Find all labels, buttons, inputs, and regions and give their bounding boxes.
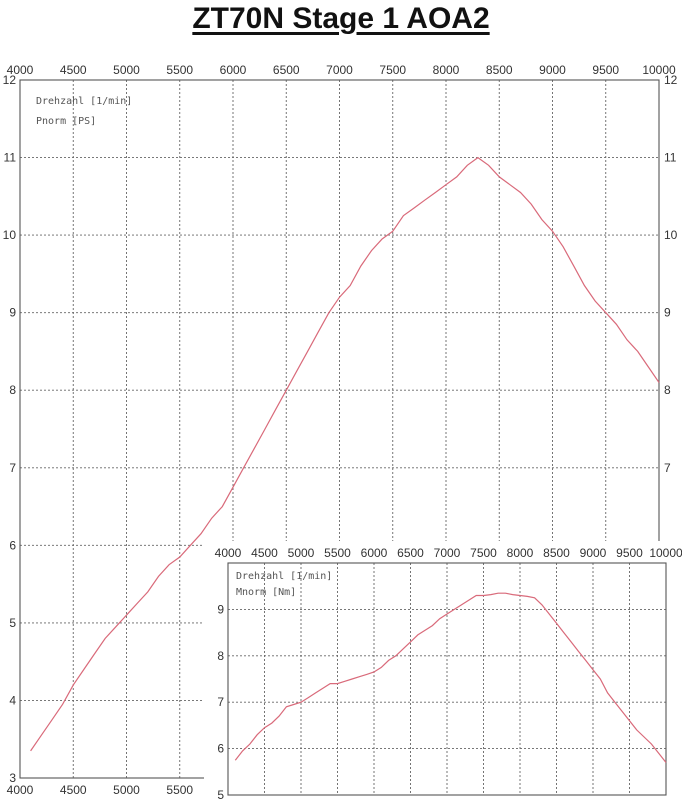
- y-tick-label: 8: [217, 649, 224, 663]
- x-tick-label: 4500: [60, 63, 87, 77]
- y-tick-label: 9: [664, 306, 671, 320]
- y-tick-label: 10: [664, 228, 678, 242]
- torque-chart: 4000 4500 5000 5500 6000 6500 7000 7500 8000 8500…: [204, 541, 682, 800]
- y-tick-label: 7: [9, 461, 16, 475]
- y-tick-label: 8: [9, 383, 16, 397]
- y-tick-label: 8: [664, 383, 671, 397]
- x-tick-label: 8000: [507, 546, 534, 560]
- x-tick-label: 9000: [539, 63, 566, 77]
- x-tick-label: 8500: [543, 546, 570, 560]
- x-tick-label: 5500: [324, 546, 351, 560]
- y-tick-label: 7: [217, 695, 224, 709]
- x-tick-label: 7000: [434, 546, 461, 560]
- y-tick-label: 10: [3, 228, 17, 242]
- x-tick-label: 9000: [580, 546, 607, 560]
- x-tick-label: 6000: [361, 546, 388, 560]
- x-tick-label: 7500: [470, 546, 497, 560]
- legend-entry: Drehzahl [1/min]: [36, 96, 132, 107]
- x-tick-label: 5500: [166, 63, 193, 77]
- y-tick-label: 7: [664, 461, 671, 475]
- y-tick-label: 9: [9, 306, 16, 320]
- x-tick-label: 9500: [616, 546, 643, 560]
- x-tick-label: 8500: [486, 63, 513, 77]
- x-tick-label: 5500: [166, 783, 193, 797]
- inset-background: [204, 541, 682, 800]
- x-tick-label: 4000: [7, 63, 34, 77]
- series-line: [234, 592, 667, 763]
- x-tick-label: 5000: [113, 783, 140, 797]
- x-tick-label: 6500: [273, 63, 300, 77]
- legend-entry: Mnorm [Nm]: [236, 587, 296, 598]
- x-tick-label: 8000: [433, 63, 460, 77]
- x-tick-label: 9500: [592, 63, 619, 77]
- y-tick-label: 11: [664, 151, 677, 165]
- x-tick-label: 7500: [379, 63, 406, 77]
- y-tick-label: 6: [9, 538, 16, 552]
- y-tick-label: 11: [4, 151, 17, 165]
- x-tick-label: 10000: [649, 546, 682, 560]
- y-tick-label: 6: [217, 742, 224, 756]
- x-tick-label: 6000: [220, 63, 247, 77]
- y-tick-label: 5: [217, 788, 224, 800]
- y-tick-label: 12: [3, 73, 17, 87]
- y-tick-label: 5: [9, 616, 16, 630]
- x-tick-label: 6500: [397, 546, 424, 560]
- x-tick-label: 5000: [288, 546, 315, 560]
- chart-title: ZT70N Stage 1 AOA2: [192, 2, 490, 35]
- x-tick-label: 7000: [326, 63, 353, 77]
- x-tick-label: 4500: [60, 783, 87, 797]
- legend-entry: Drehzahl [1/min]: [236, 571, 332, 582]
- x-tick-label: 5000: [113, 63, 140, 77]
- legend-entry: Pnorm [PS]: [36, 116, 96, 127]
- plot-frame: [227, 562, 667, 796]
- series-line: [30, 156, 660, 752]
- x-tick-label: 4000: [215, 546, 242, 560]
- y-tick-label: 9: [217, 602, 224, 616]
- y-tick-label: 4: [9, 693, 16, 707]
- x-tick-label: 4000: [7, 783, 34, 797]
- y-tick-label: 3: [9, 771, 16, 785]
- x-tick-label: 4500: [251, 546, 278, 560]
- x-tick-label: 10000: [642, 63, 676, 77]
- y-tick-label: 12: [664, 73, 678, 87]
